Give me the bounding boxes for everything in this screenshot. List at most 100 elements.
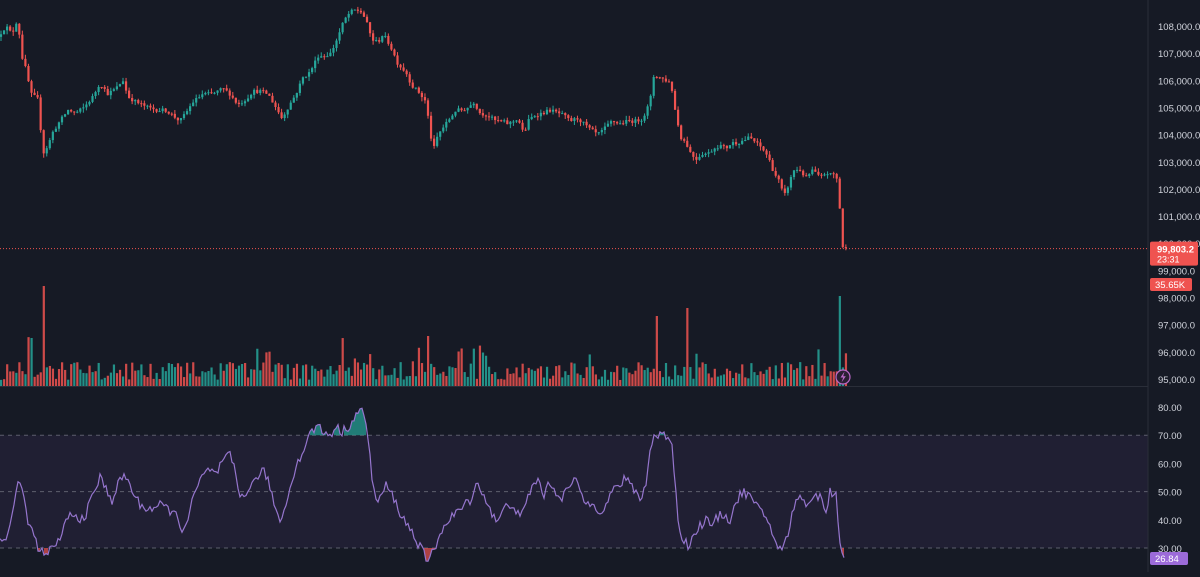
candle[interactable]	[378, 37, 381, 44]
candle[interactable]	[841, 208, 844, 249]
candle-body[interactable]	[457, 108, 460, 112]
candle-body[interactable]	[609, 121, 613, 124]
volume-bar[interactable]	[289, 379, 292, 386]
candle-body[interactable]	[277, 107, 280, 113]
volume-bar[interactable]	[545, 366, 549, 386]
candle-body[interactable]	[606, 123, 610, 127]
candle-body[interactable]	[338, 32, 341, 41]
candle-body[interactable]	[573, 118, 576, 121]
candle[interactable]	[94, 90, 97, 99]
volume-bar[interactable]	[335, 370, 338, 386]
candle[interactable]	[246, 94, 250, 103]
volume-bar[interactable]	[128, 379, 131, 386]
candle-body[interactable]	[167, 111, 170, 114]
candle[interactable]	[91, 93, 94, 104]
candle[interactable]	[506, 117, 509, 125]
volume-bar[interactable]	[344, 370, 347, 386]
volume-bar[interactable]	[573, 363, 576, 386]
volume-bar[interactable]	[213, 374, 216, 386]
volume-bar[interactable]	[244, 363, 247, 386]
candle-body[interactable]	[838, 178, 841, 209]
volume-bar[interactable]	[356, 362, 360, 386]
volume-bar[interactable]	[112, 364, 116, 386]
candle[interactable]	[356, 6, 359, 14]
volume-bar[interactable]	[396, 377, 399, 386]
candle-body[interactable]	[417, 87, 420, 93]
volume-bar[interactable]	[280, 364, 283, 386]
candle-body[interactable]	[738, 143, 741, 145]
candle-body[interactable]	[597, 132, 600, 134]
candle[interactable]	[399, 63, 402, 71]
candle-body[interactable]	[527, 119, 530, 130]
candle[interactable]	[33, 88, 36, 96]
volume-bar[interactable]	[54, 378, 58, 386]
candle-body[interactable]	[146, 105, 149, 107]
candle-body[interactable]	[466, 107, 469, 111]
volume-bar[interactable]	[79, 369, 82, 386]
candle-body[interactable]	[97, 87, 100, 93]
candle[interactable]	[707, 149, 710, 158]
candle-body[interactable]	[225, 88, 228, 91]
candle-body[interactable]	[9, 26, 12, 31]
candle[interactable]	[88, 100, 91, 107]
candle-body[interactable]	[170, 113, 173, 115]
candle[interactable]	[51, 130, 54, 144]
candle-body[interactable]	[670, 81, 674, 91]
volume-bar[interactable]	[701, 362, 704, 386]
candle-body[interactable]	[820, 174, 823, 176]
volume-bar[interactable]	[70, 364, 73, 386]
volume-bar[interactable]	[664, 362, 668, 386]
candle[interactable]	[185, 108, 189, 116]
volume-bar[interactable]	[478, 345, 482, 386]
candle[interactable]	[219, 87, 222, 93]
candle-body[interactable]	[548, 109, 552, 112]
candle-body[interactable]	[399, 64, 402, 68]
candle-body[interactable]	[265, 90, 268, 94]
volume-bar[interactable]	[640, 365, 643, 386]
volume-bar[interactable]	[512, 373, 515, 386]
candle[interactable]	[710, 149, 713, 153]
volume-bar[interactable]	[134, 370, 137, 386]
candle[interactable]	[478, 108, 481, 115]
volume-bar[interactable]	[802, 379, 805, 386]
candle[interactable]	[134, 99, 137, 106]
candle[interactable]	[271, 92, 274, 103]
candle-body[interactable]	[57, 122, 61, 129]
candle-body[interactable]	[634, 119, 637, 123]
candle[interactable]	[753, 138, 756, 144]
candle[interactable]	[445, 118, 448, 132]
candle-body[interactable]	[307, 72, 311, 77]
candle-body[interactable]	[115, 86, 118, 90]
candle[interactable]	[350, 8, 353, 16]
lightning-icon[interactable]	[835, 369, 851, 385]
candle-body[interactable]	[24, 58, 27, 67]
volume-bar[interactable]	[683, 366, 686, 386]
candle[interactable]	[792, 170, 796, 180]
candle-body[interactable]	[692, 151, 695, 157]
volume-bar[interactable]	[603, 369, 607, 386]
candle[interactable]	[396, 52, 399, 68]
volume-bar[interactable]	[552, 375, 555, 386]
candle-body[interactable]	[259, 90, 262, 93]
candle-body[interactable]	[429, 115, 433, 139]
candle[interactable]	[2, 30, 6, 35]
volume-bar[interactable]	[524, 373, 527, 386]
candle[interactable]	[274, 100, 277, 111]
volume-bar[interactable]	[338, 365, 341, 386]
volume-bar[interactable]	[817, 349, 820, 386]
candle[interactable]	[567, 114, 570, 122]
candle[interactable]	[695, 153, 698, 165]
rsi-pane[interactable]	[0, 407, 1148, 562]
volume-bar[interactable]	[103, 377, 106, 386]
candle[interactable]	[481, 109, 484, 118]
candle-body[interactable]	[45, 148, 48, 154]
candle-body[interactable]	[292, 97, 295, 103]
volume-bar[interactable]	[786, 362, 790, 386]
candle[interactable]	[149, 103, 152, 111]
candle-body[interactable]	[795, 169, 799, 171]
volume-bar[interactable]	[3, 379, 6, 386]
candle-body[interactable]	[384, 35, 387, 37]
volume-bar[interactable]	[646, 367, 649, 386]
volume-bar[interactable]	[216, 379, 219, 386]
volume-bar[interactable]	[805, 366, 808, 386]
